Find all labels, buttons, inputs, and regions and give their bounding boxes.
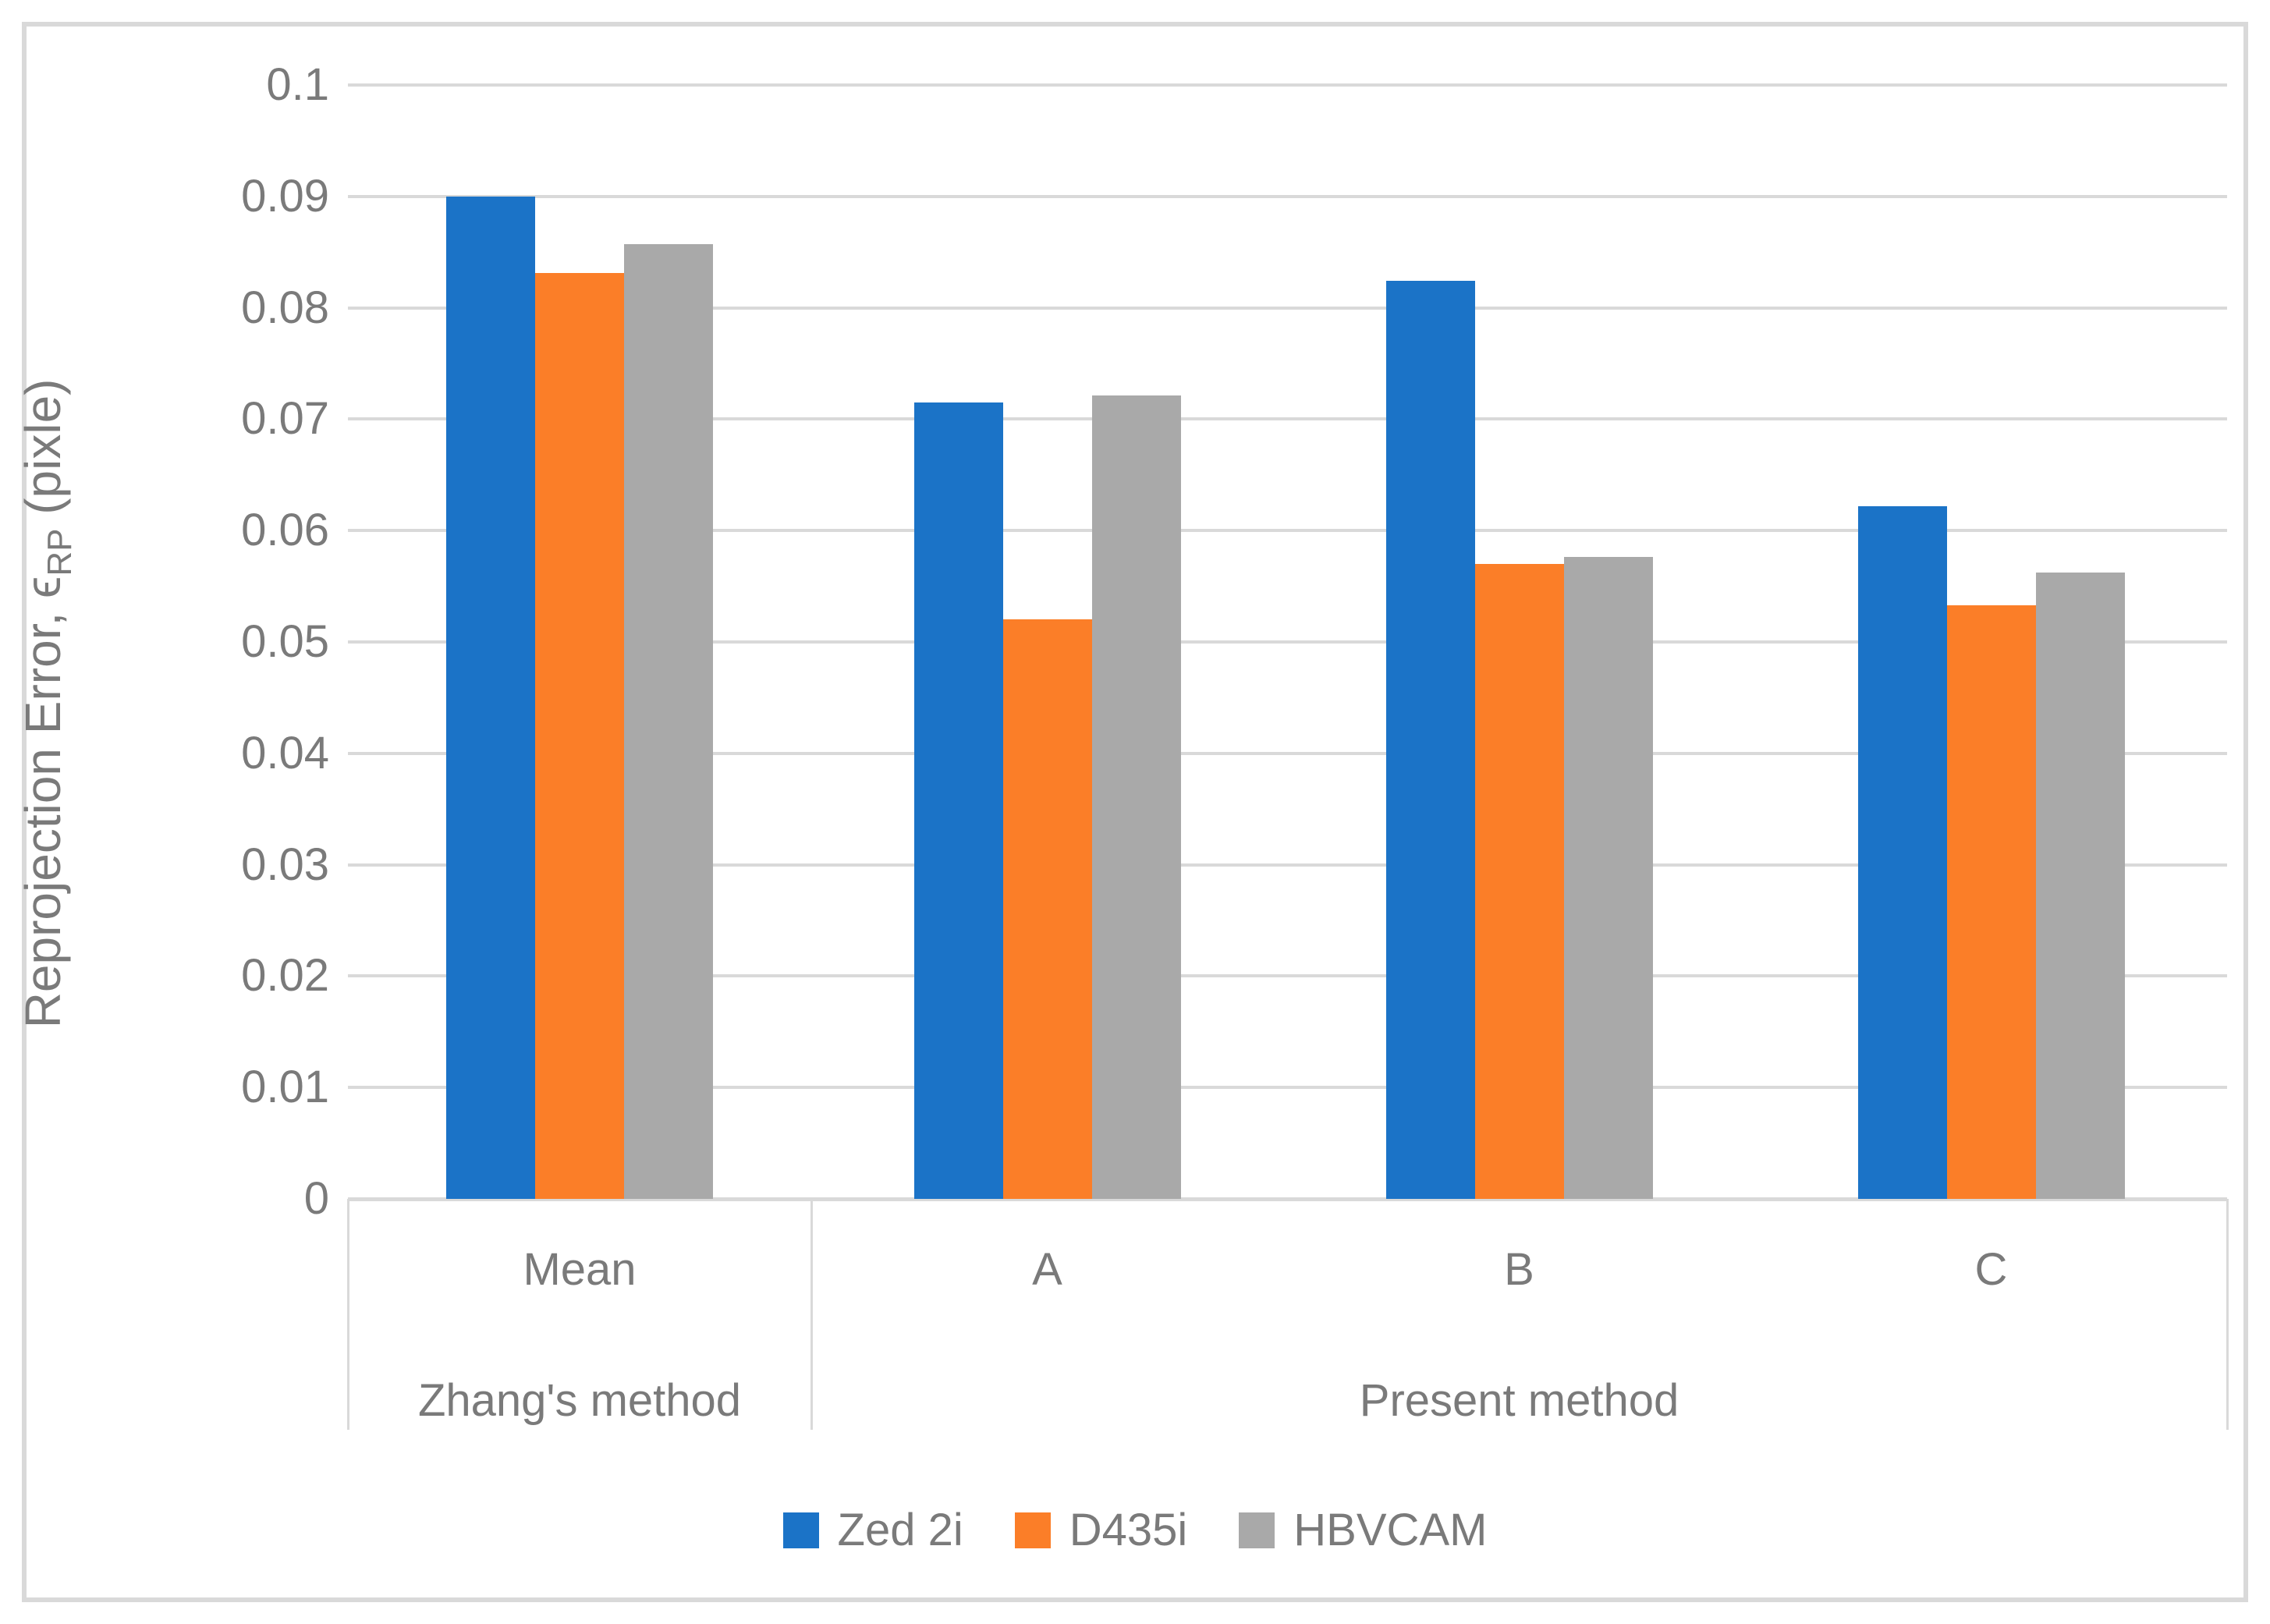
- y-axis-title-subscript: RP: [40, 528, 79, 576]
- legend-swatch: [1239, 1512, 1275, 1548]
- gridline: [348, 1086, 2227, 1090]
- bar-d435i-mean: [535, 273, 624, 1199]
- gridline: [348, 863, 2227, 867]
- legend: Zed 2i D435i HBVCAM: [0, 1499, 2270, 1562]
- x-axis-line: [348, 1197, 2227, 1201]
- gridline: [348, 417, 2227, 421]
- axis-table-divider: [810, 1199, 813, 1430]
- bar-d435i-c: [1946, 605, 2036, 1199]
- y-tick-label: 0.07: [241, 393, 329, 445]
- legend-item-hbvcam: HBVCAM: [1239, 1499, 1487, 1562]
- bar-zed-2i-b: [1385, 281, 1475, 1199]
- y-axis-title-prefix: Reprojection Error, ϵ: [15, 576, 72, 1029]
- legend-swatch: [1014, 1512, 1051, 1548]
- y-axis-title-suffix: (pixle): [15, 378, 72, 529]
- y-tick-label: 0.08: [241, 282, 329, 333]
- y-tick-label: 0.02: [241, 950, 329, 1002]
- method-group-label: Present method: [1359, 1374, 1679, 1426]
- category-label-b: B: [1504, 1243, 1534, 1295]
- axis-table-divider: [2226, 1199, 2229, 1430]
- gridline: [348, 529, 2227, 533]
- y-axis-title-text: Reprojection Error, ϵRP (pixle): [14, 197, 80, 1211]
- y-tick-label: 0.05: [241, 616, 329, 667]
- y-tick-label: 0: [303, 1173, 329, 1224]
- bar-zed-2i-mean: [446, 197, 535, 1199]
- bar-zed-2i-a: [913, 402, 1003, 1199]
- gridline: [348, 306, 2227, 310]
- gridline: [348, 194, 2227, 198]
- y-tick-label: 0.04: [241, 727, 329, 778]
- bar-hbvcam-b: [1563, 557, 1653, 1199]
- bar-zed-2i-c: [1857, 506, 1947, 1199]
- bar-d435i-b: [1474, 564, 1564, 1199]
- y-tick-label: 0.09: [241, 170, 329, 222]
- axis-table-divider: [347, 1199, 349, 1430]
- gridline: [348, 751, 2227, 755]
- legend-label: Zed 2i: [837, 1505, 963, 1555]
- legend-item-d435i: D435i: [1014, 1499, 1188, 1562]
- method-group-label: Zhang's method: [417, 1374, 742, 1426]
- category-label-c: C: [1974, 1243, 2008, 1295]
- legend-label: HBVCAM: [1293, 1505, 1488, 1555]
- gridline: [348, 83, 2227, 87]
- bar-hbvcam-mean: [624, 244, 713, 1199]
- category-label-mean: Mean: [523, 1243, 637, 1295]
- gridline: [348, 974, 2227, 978]
- legend-swatch: [782, 1512, 819, 1548]
- y-tick-label: 0.06: [241, 505, 329, 556]
- bar-d435i-a: [1002, 619, 1092, 1199]
- y-tick-label: 0.1: [266, 59, 329, 110]
- y-tick-label: 0.01: [241, 1062, 329, 1113]
- legend-label: D435i: [1069, 1505, 1188, 1555]
- gridline: [348, 640, 2227, 644]
- y-tick-label: 0.03: [241, 839, 329, 890]
- bar-hbvcam-a: [1091, 395, 1181, 1199]
- category-label-a: A: [1032, 1243, 1062, 1295]
- legend-item-zed-2i: Zed 2i: [782, 1499, 963, 1562]
- bar-hbvcam-c: [2035, 573, 2125, 1199]
